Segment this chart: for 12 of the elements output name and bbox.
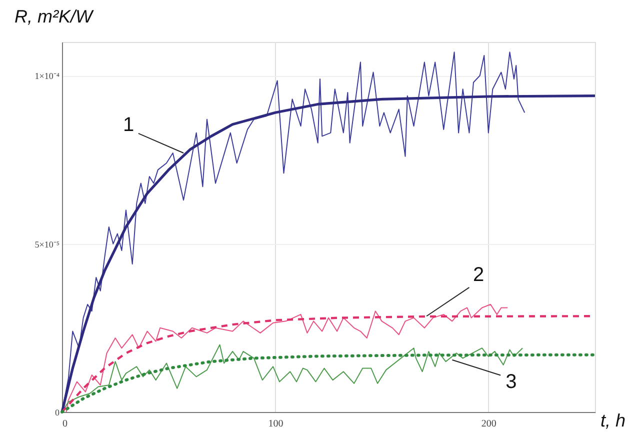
y-tick-label: 0 — [55, 408, 60, 418]
line-series — [66, 304, 508, 412]
y-axis-title: R, m²K/W — [14, 6, 94, 26]
annotation: 3 — [506, 370, 517, 393]
x-tick-label: 0 — [62, 418, 68, 430]
y-tick-label: 1×10⁻⁴ — [34, 71, 60, 82]
y-tick-label: 5×10⁻⁵ — [34, 239, 60, 250]
x-tick-label: 100 — [268, 418, 284, 430]
annotation: 1 — [122, 114, 134, 136]
x-axis-title: t, h — [600, 410, 626, 430]
annotation: 2 — [473, 264, 484, 286]
x-tick-label: 200 — [481, 418, 496, 430]
